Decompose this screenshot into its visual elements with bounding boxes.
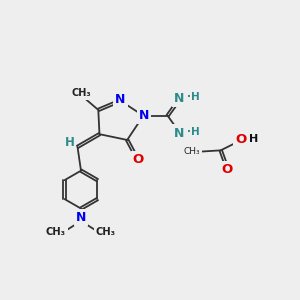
Text: O: O [133, 153, 144, 166]
Text: H: H [64, 136, 74, 149]
Text: CH₃: CH₃ [46, 227, 66, 237]
Text: O: O [236, 134, 247, 146]
Text: ·H: ·H [187, 92, 199, 102]
Text: CH₃: CH₃ [96, 227, 116, 237]
Text: CH₃: CH₃ [183, 146, 200, 155]
Text: N: N [76, 211, 86, 224]
Text: N: N [174, 127, 184, 140]
Text: CH₃: CH₃ [71, 88, 91, 98]
Text: ·H: ·H [187, 127, 199, 137]
Text: O: O [221, 164, 232, 176]
Text: N: N [115, 94, 125, 106]
Text: H: H [249, 134, 258, 144]
Text: N: N [174, 92, 184, 105]
Text: N: N [139, 109, 149, 122]
